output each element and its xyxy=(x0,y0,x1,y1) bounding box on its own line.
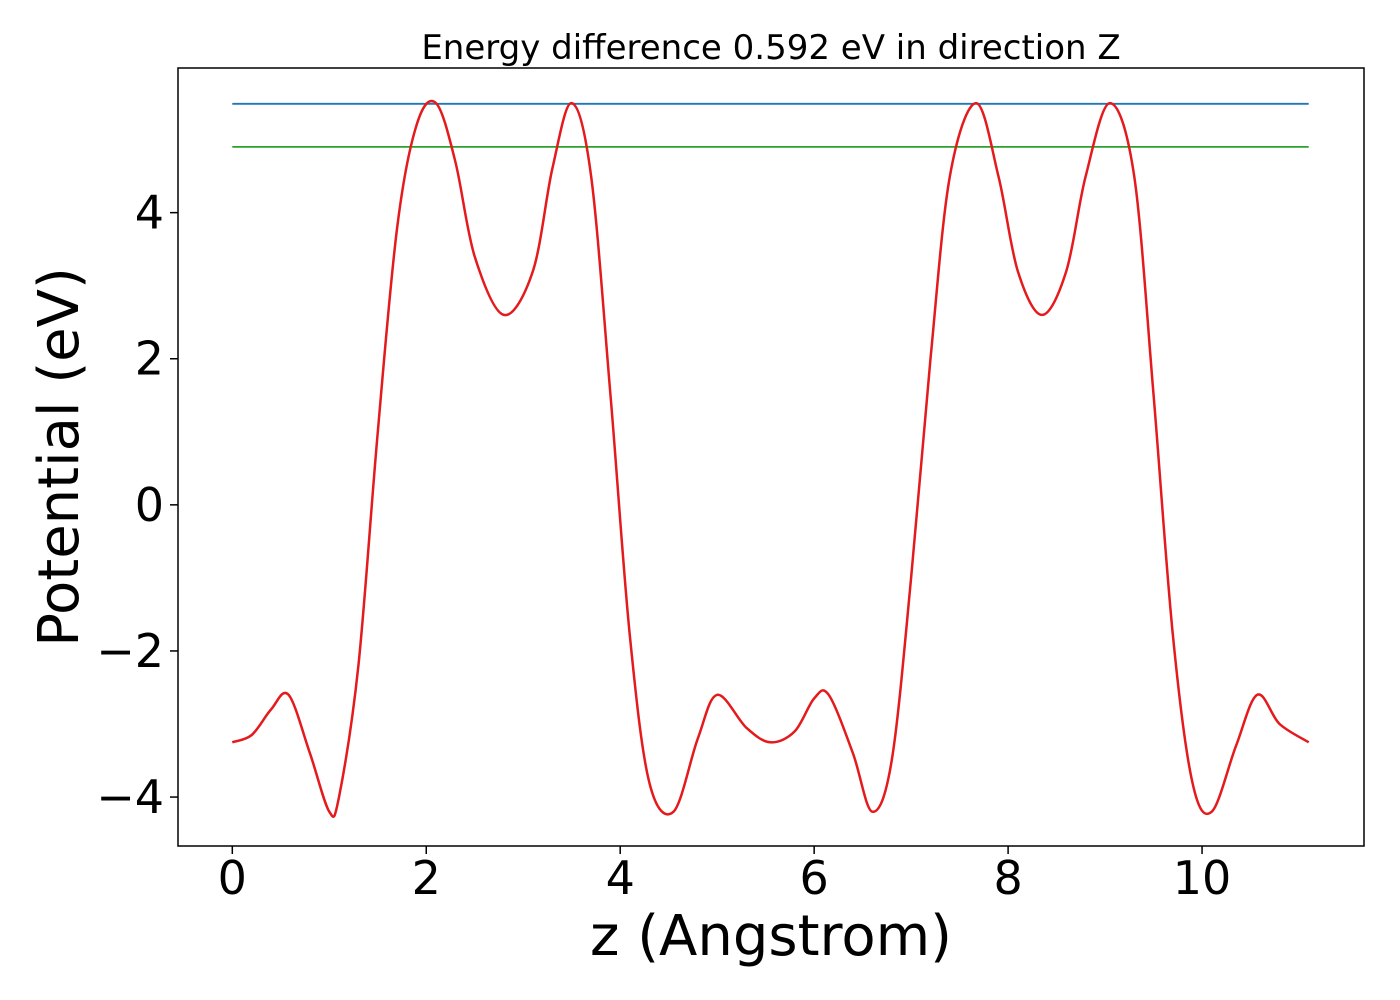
plot-area xyxy=(177,67,1365,847)
x-tick-label: 6 xyxy=(800,851,829,905)
x-tick-label: 0 xyxy=(218,851,247,905)
x-tick-label: 4 xyxy=(606,851,635,905)
y-axis-label: Potential (eV) xyxy=(27,267,92,647)
y-axis-ticks: −4 −2 0 2 4 xyxy=(96,186,178,824)
series-lines xyxy=(231,99,1310,818)
x-axis-ticks: 0 2 4 6 8 10 xyxy=(218,846,1232,905)
y-tick-label: −2 xyxy=(96,624,164,678)
y-tick-label: 4 xyxy=(135,186,164,240)
y-tick-label: 2 xyxy=(135,332,164,386)
x-tick-label: 10 xyxy=(1173,851,1232,905)
x-tick-label: 8 xyxy=(993,851,1022,905)
series-line-3 xyxy=(231,99,1310,818)
x-axis-label: z (Angstrom) xyxy=(590,904,952,969)
chart-title: Energy difference 0.592 eV in direction … xyxy=(421,28,1120,68)
x-tick-label: 2 xyxy=(412,851,441,905)
y-tick-label: 0 xyxy=(135,478,164,532)
y-tick-label: −4 xyxy=(96,770,164,824)
